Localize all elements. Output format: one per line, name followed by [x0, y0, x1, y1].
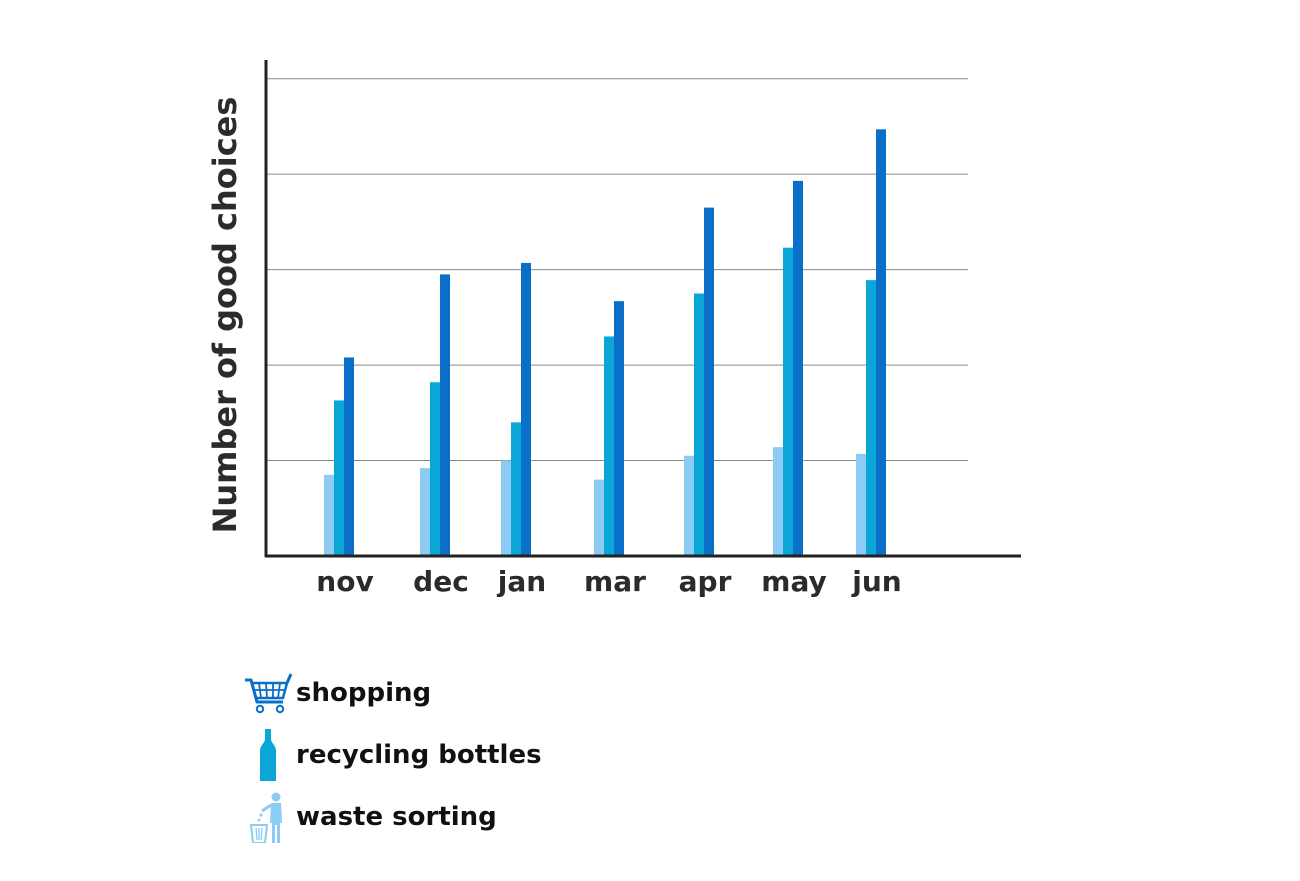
shopping-cart-icon: [240, 665, 296, 721]
bar-recycling-bottles-dec: [430, 382, 440, 556]
x-tick-dec: dec: [413, 565, 469, 598]
bar-waste-sorting-may: [773, 447, 783, 556]
bar-waste-sorting-jun: [856, 453, 866, 556]
chart: nov dec jan mar apr may jun Number of good cho…: [206, 60, 1021, 598]
bar-shopping-nov: [344, 357, 354, 556]
bar-recycling-bottles-may: [783, 247, 793, 556]
bar-recycling-bottles-jan: [511, 422, 521, 556]
legend-item-recycling-bottles: recycling bottles: [240, 727, 542, 783]
bar-recycling-bottles-mar: [604, 336, 614, 556]
x-tick-jun: jun: [851, 565, 901, 598]
bar-waste-sorting-nov: [324, 474, 334, 556]
bar-shopping-may: [793, 180, 803, 556]
legend-item-shopping: shopping: [240, 665, 431, 721]
bar-recycling-bottles-jun: [866, 280, 876, 556]
gridlines: [266, 78, 968, 462]
axes: [264, 60, 1021, 558]
bar-shopping-apr: [704, 207, 714, 556]
legend-label-waste-sorting: waste sorting: [296, 802, 497, 832]
bar-waste-sorting-mar: [594, 479, 604, 556]
x-tick-labels: nov dec jan mar apr may jun: [316, 565, 901, 598]
legend-label-shopping: shopping: [296, 678, 432, 708]
waste-bin-person-icon: [240, 789, 296, 845]
bar-waste-sorting-jan: [501, 460, 511, 556]
bottle-icon: [240, 727, 296, 783]
bar-shopping-mar: [614, 301, 624, 556]
bars: [324, 129, 886, 556]
legend-label-recycling-bottles: recycling bottles: [296, 740, 542, 770]
bar-shopping-dec: [440, 274, 450, 556]
bar-shopping-jun: [876, 129, 886, 556]
x-tick-jan: jan: [497, 565, 546, 598]
x-tick-may: may: [761, 565, 826, 598]
bar-recycling-bottles-apr: [694, 293, 704, 556]
legend-item-waste-sorting: waste sorting: [240, 789, 497, 845]
bar-waste-sorting-apr: [684, 455, 694, 556]
x-tick-nov: nov: [316, 565, 373, 598]
bar-recycling-bottles-nov: [334, 400, 344, 556]
x-tick-mar: mar: [584, 565, 646, 598]
bar-waste-sorting-dec: [420, 468, 430, 556]
bar-shopping-jan: [521, 262, 531, 556]
y-axis-label: Number of good choices: [206, 97, 244, 534]
x-tick-apr: apr: [679, 565, 732, 598]
